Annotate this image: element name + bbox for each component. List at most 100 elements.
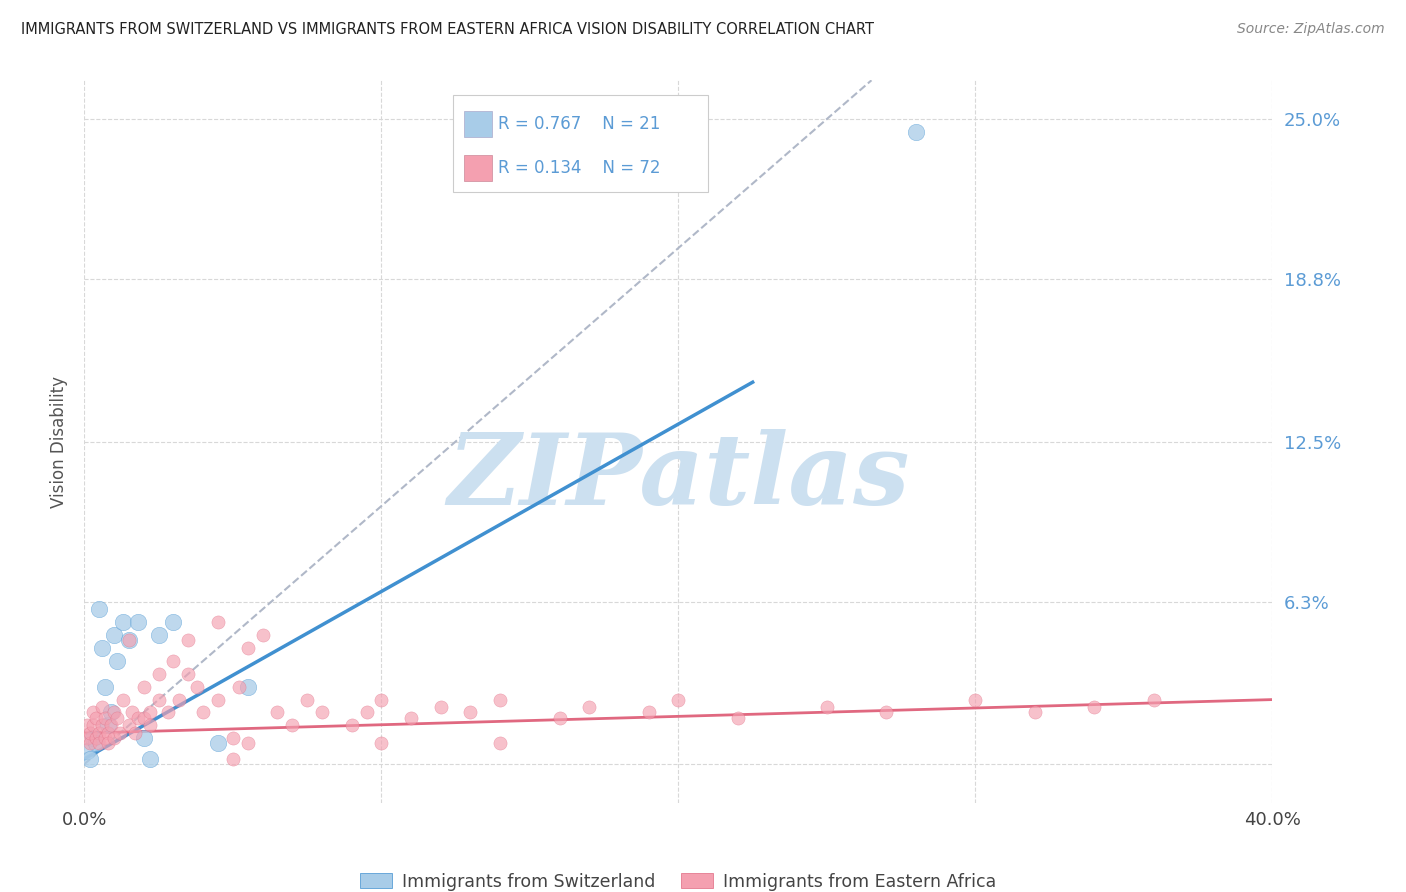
Text: Source: ZipAtlas.com: Source: ZipAtlas.com (1237, 22, 1385, 37)
Point (148, 692, 170, 706)
Point (430, 700, 453, 714)
Point (91, 718, 114, 732)
Point (148, 666, 170, 681)
Point (100, 706, 122, 720)
Point (191, 706, 215, 720)
Point (1142, 692, 1164, 706)
Point (207, 736, 229, 750)
Point (815, 700, 838, 714)
Point (94, 711, 117, 725)
Point (94, 731, 117, 746)
Point (79, 736, 101, 750)
Point (1083, 700, 1105, 714)
Point (103, 731, 125, 746)
Point (489, 736, 512, 750)
Point (207, 615, 229, 630)
Point (79, 752, 101, 766)
Point (100, 718, 122, 732)
Point (236, 640, 259, 655)
Point (79, 726, 101, 740)
Point (84, 736, 107, 750)
Point (76, 718, 98, 732)
Point (111, 692, 134, 706)
Point (295, 692, 318, 706)
Point (266, 706, 288, 720)
Point (124, 726, 146, 740)
Point (252, 628, 274, 642)
Point (489, 692, 512, 706)
Point (103, 628, 125, 642)
Point (91, 700, 114, 714)
Point (548, 711, 571, 725)
Point (127, 615, 149, 630)
Point (103, 706, 125, 720)
Point (127, 711, 149, 725)
Y-axis label: Vision Disability: Vision Disability (49, 376, 67, 508)
Point (89, 602, 111, 616)
Point (236, 680, 259, 694)
Point (228, 680, 250, 694)
Text: R = 0.767    N = 21: R = 0.767 N = 21 (498, 115, 659, 133)
Point (370, 692, 392, 706)
Point (94, 680, 117, 694)
Legend: Immigrants from Switzerland, Immigrants from Eastern Africa: Immigrants from Switzerland, Immigrants … (353, 865, 1004, 892)
Point (186, 680, 208, 694)
Point (727, 711, 749, 725)
Point (965, 692, 987, 706)
Point (118, 633, 141, 648)
Point (162, 615, 184, 630)
Point (82, 706, 104, 720)
Point (84, 731, 107, 746)
Point (222, 731, 245, 746)
Point (82, 718, 104, 732)
Point (105, 711, 128, 725)
Point (875, 706, 897, 720)
Point (578, 700, 600, 714)
Point (399, 711, 422, 725)
Point (111, 615, 134, 630)
Text: IMMIGRANTS FROM SWITZERLAND VS IMMIGRANTS FROM EASTERN AFRICA VISION DISABILITY : IMMIGRANTS FROM SWITZERLAND VS IMMIGRANT… (21, 22, 875, 37)
Point (97, 736, 120, 750)
Text: R = 0.134    N = 72: R = 0.134 N = 72 (498, 159, 661, 177)
Point (89, 726, 111, 740)
Point (118, 633, 141, 648)
Point (460, 706, 482, 720)
Point (132, 680, 155, 694)
Point (177, 666, 200, 681)
Point (148, 628, 170, 642)
Point (89, 736, 111, 750)
Point (281, 718, 304, 732)
Point (222, 752, 245, 766)
Point (132, 731, 155, 746)
Text: ZIPatlas: ZIPatlas (447, 429, 910, 526)
Point (138, 706, 160, 720)
Point (118, 718, 141, 732)
Point (97, 718, 120, 732)
Point (91, 640, 114, 655)
Point (356, 706, 378, 720)
Point (169, 692, 191, 706)
Point (236, 736, 259, 750)
Point (156, 706, 179, 720)
Point (138, 752, 160, 766)
Point (138, 718, 160, 732)
Point (108, 726, 131, 740)
Point (76, 731, 98, 746)
Point (370, 736, 392, 750)
Point (207, 692, 229, 706)
Point (121, 706, 143, 720)
Point (311, 706, 333, 720)
Point (105, 654, 128, 668)
Point (668, 692, 690, 706)
Point (132, 711, 155, 725)
Point (905, 125, 928, 139)
Point (162, 654, 184, 668)
Point (340, 718, 363, 732)
Point (76, 744, 98, 758)
Point (82, 731, 104, 746)
Point (84, 711, 107, 725)
Point (637, 706, 659, 720)
Point (1024, 706, 1046, 720)
Point (177, 633, 200, 648)
Point (97, 726, 120, 740)
